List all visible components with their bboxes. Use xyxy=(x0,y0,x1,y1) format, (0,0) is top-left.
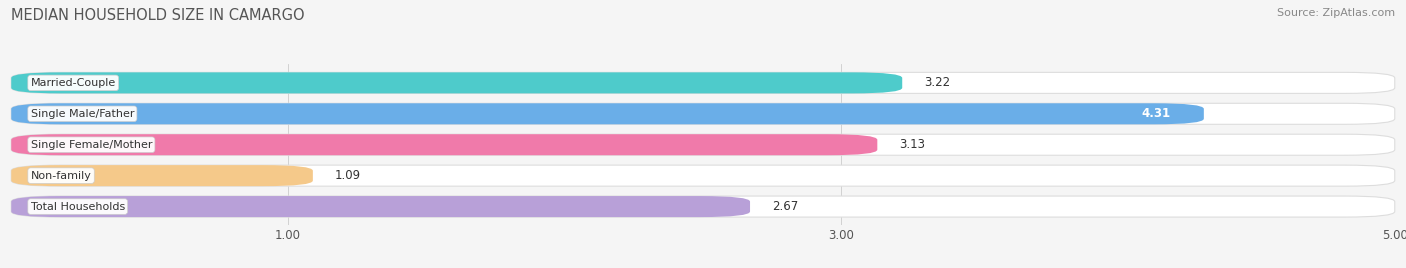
Text: Single Male/Father: Single Male/Father xyxy=(31,109,134,119)
Text: 3.13: 3.13 xyxy=(900,138,925,151)
FancyBboxPatch shape xyxy=(11,72,903,93)
FancyBboxPatch shape xyxy=(11,72,1395,93)
FancyBboxPatch shape xyxy=(11,196,1395,217)
FancyBboxPatch shape xyxy=(11,196,749,217)
FancyBboxPatch shape xyxy=(11,134,877,155)
Text: 3.22: 3.22 xyxy=(924,76,950,89)
FancyBboxPatch shape xyxy=(11,103,1395,124)
Text: Single Female/Mother: Single Female/Mother xyxy=(31,140,152,150)
Text: 1.09: 1.09 xyxy=(335,169,361,182)
Text: Non-family: Non-family xyxy=(31,171,91,181)
Text: 2.67: 2.67 xyxy=(772,200,799,213)
Text: Source: ZipAtlas.com: Source: ZipAtlas.com xyxy=(1277,8,1395,18)
FancyBboxPatch shape xyxy=(11,134,1395,155)
Text: MEDIAN HOUSEHOLD SIZE IN CAMARGO: MEDIAN HOUSEHOLD SIZE IN CAMARGO xyxy=(11,8,305,23)
FancyBboxPatch shape xyxy=(11,103,1204,124)
FancyBboxPatch shape xyxy=(11,165,314,186)
Text: 4.31: 4.31 xyxy=(1142,107,1171,120)
Text: Total Households: Total Households xyxy=(31,202,125,211)
FancyBboxPatch shape xyxy=(11,165,1395,186)
Text: Married-Couple: Married-Couple xyxy=(31,78,115,88)
